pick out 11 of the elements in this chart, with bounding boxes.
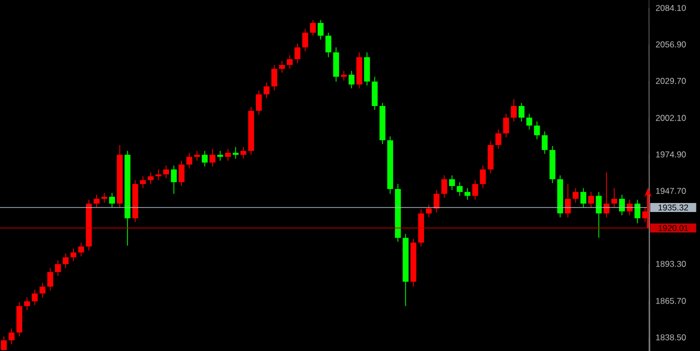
y-tick-label: 1893.30	[656, 260, 686, 267]
y-tick-label: 1838.50	[656, 334, 686, 340]
y-tick-label: 1865.70	[656, 298, 686, 304]
ref-line-label: 1920.01	[658, 225, 688, 232]
y-tick-label: 2084.10	[656, 4, 686, 11]
y-tick-label: 2002.10	[656, 114, 686, 121]
y-tick-label: 2056.90	[656, 41, 686, 48]
y-tick-label: 2029.70	[656, 78, 686, 84]
y-tick-label: 1974.90	[656, 151, 686, 158]
y-tick-label: 1947.70	[656, 188, 686, 194]
ref-line-label: 1935.32	[658, 204, 688, 210]
